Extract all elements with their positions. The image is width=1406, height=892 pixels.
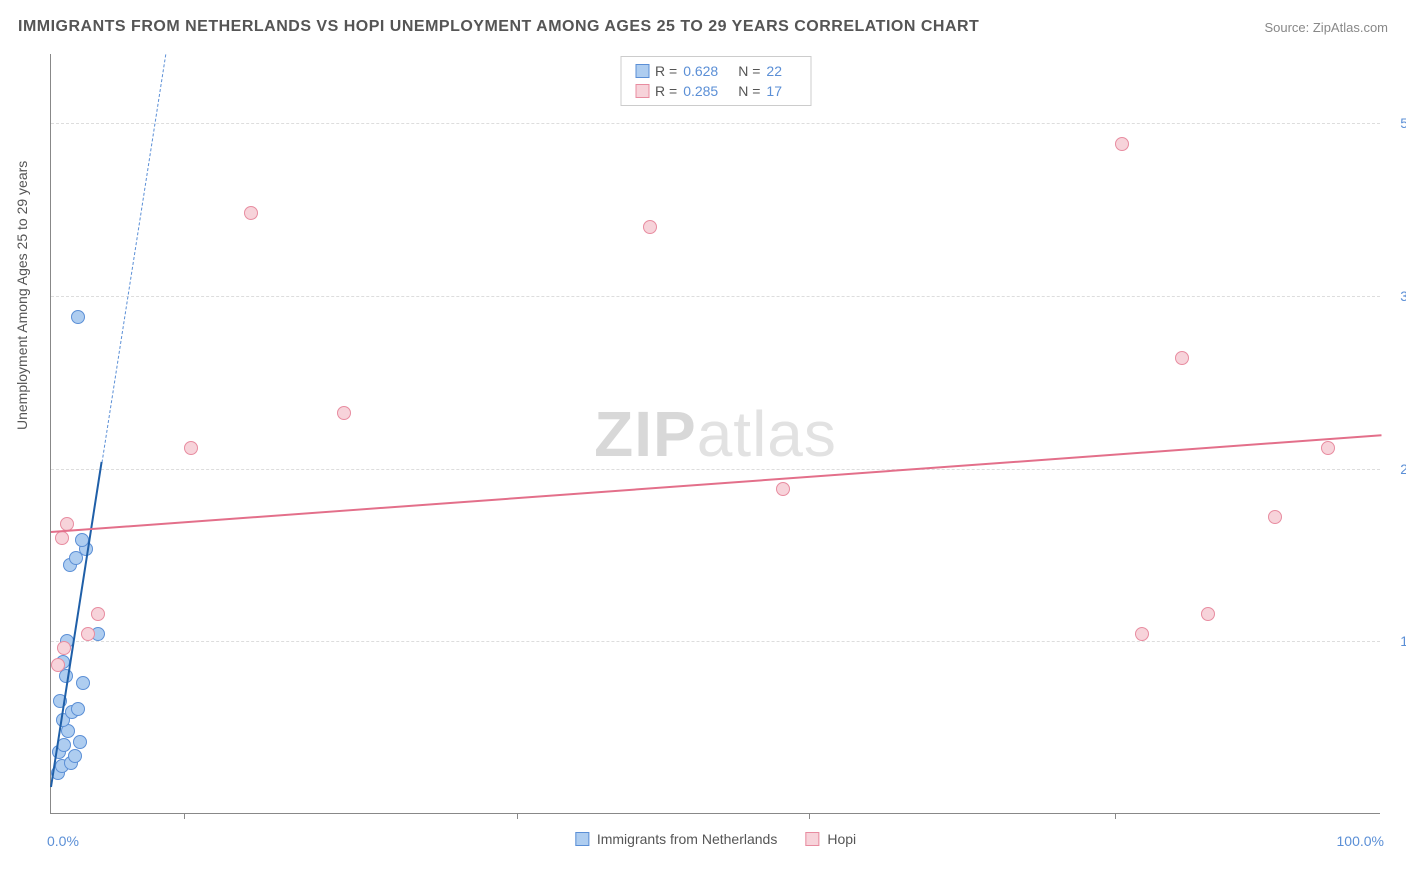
scatter-point	[337, 406, 351, 420]
stat-r-label: R =	[655, 63, 677, 79]
scatter-point	[55, 531, 69, 545]
legend-item: Immigrants from Netherlands	[575, 831, 778, 847]
scatter-point	[76, 676, 90, 690]
gridline-h	[51, 469, 1380, 470]
scatter-point	[244, 206, 258, 220]
scatter-point	[71, 310, 85, 324]
x-tick	[809, 813, 810, 819]
gridline-h	[51, 641, 1380, 642]
x-tick	[184, 813, 185, 819]
scatter-point	[1201, 607, 1215, 621]
trend-line	[51, 434, 1381, 533]
stat-n-label: N =	[738, 63, 760, 79]
legend-stats: R = 0.628 N = 22 R = 0.285 N = 17	[620, 56, 811, 106]
scatter-point	[91, 607, 105, 621]
y-tick-label: 25.0%	[1385, 461, 1406, 477]
stat-n-label: N =	[738, 83, 760, 99]
legend-item: Hopi	[805, 831, 856, 847]
scatter-point	[68, 749, 82, 763]
legend-label: Hopi	[827, 831, 856, 847]
legend-swatch-pink	[635, 84, 649, 98]
legend-swatch-blue	[635, 64, 649, 78]
scatter-point	[73, 735, 87, 749]
title-bar: IMMIGRANTS FROM NETHERLANDS VS HOPI UNEM…	[18, 18, 1388, 36]
stat-n-value-0: 22	[766, 63, 782, 79]
scatter-point	[1321, 441, 1335, 455]
x-tick	[1115, 813, 1116, 819]
legend-stats-row: R = 0.285 N = 17	[635, 81, 796, 101]
legend-swatch-blue	[575, 832, 589, 846]
scatter-point	[643, 220, 657, 234]
stat-n-value-1: 17	[766, 83, 782, 99]
stat-r-value-0: 0.628	[683, 63, 718, 79]
scatter-point	[57, 738, 71, 752]
source-label: Source: ZipAtlas.com	[1264, 20, 1388, 35]
scatter-point	[1268, 510, 1282, 524]
scatter-point	[184, 441, 198, 455]
watermark-bold: ZIP	[594, 398, 697, 470]
legend-stats-row: R = 0.628 N = 22	[635, 61, 796, 81]
scatter-point	[1115, 137, 1129, 151]
scatter-point	[776, 482, 790, 496]
x-tick-label: 0.0%	[47, 833, 79, 849]
legend-swatch-pink	[805, 832, 819, 846]
x-tick-label: 100.0%	[1337, 833, 1384, 849]
chart-title: IMMIGRANTS FROM NETHERLANDS VS HOPI UNEM…	[18, 18, 979, 36]
legend-label: Immigrants from Netherlands	[597, 831, 778, 847]
legend-series: Immigrants from Netherlands Hopi	[575, 831, 856, 847]
y-axis-title: Unemployment Among Ages 25 to 29 years	[14, 161, 30, 430]
scatter-point	[81, 627, 95, 641]
scatter-point	[57, 641, 71, 655]
y-tick-label: 37.5%	[1385, 288, 1406, 304]
x-tick	[517, 813, 518, 819]
gridline-h	[51, 296, 1380, 297]
y-tick-label: 12.5%	[1385, 633, 1406, 649]
scatter-point	[71, 702, 85, 716]
stat-r-value-1: 0.285	[683, 83, 718, 99]
gridline-h	[51, 123, 1380, 124]
scatter-point	[1175, 351, 1189, 365]
scatter-point	[51, 658, 65, 672]
y-tick-label: 50.0%	[1385, 115, 1406, 131]
watermark: ZIPatlas	[594, 397, 837, 471]
stat-r-label: R =	[655, 83, 677, 99]
watermark-light: atlas	[697, 398, 837, 470]
trend-line-dashed	[101, 54, 166, 462]
plot-area: ZIPatlas R = 0.628 N = 22 R = 0.285 N = …	[50, 54, 1380, 814]
scatter-point	[1135, 627, 1149, 641]
